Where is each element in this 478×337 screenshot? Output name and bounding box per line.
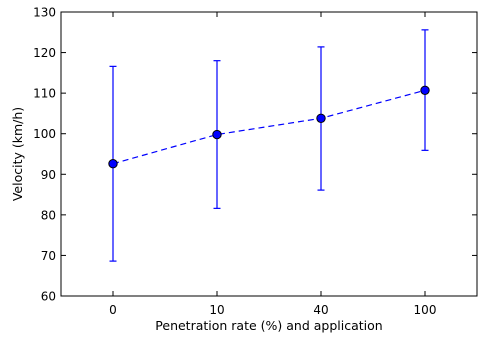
series-line [112,89,426,165]
x-axis: 0 10 40 100 [109,12,436,317]
y-tick-label: 110 [33,87,56,101]
y-axis: 60 70 80 90 100 110 120 130 [33,6,477,304]
data-point [316,113,326,123]
series-layer [108,29,430,262]
plot-frame [60,11,478,297]
y-tick-label: 130 [33,6,56,20]
y-tick-label: 120 [33,46,56,60]
x-tick-label: 10 [209,303,224,317]
data-point [212,129,222,140]
x-tick-label: 0 [109,303,117,317]
data-point [108,159,118,169]
y-tick-label: 60 [41,290,56,304]
x-tick-label: 40 [313,303,328,317]
y-tick-label: 100 [33,127,56,141]
x-axis-label: Penetration rate (%) and application [155,318,382,333]
y-axis-label: Velocity (km/h) [10,107,25,201]
plot-area [61,12,477,296]
data-point [420,85,430,96]
x-tick-label: 100 [414,303,437,317]
y-tick-label: 70 [41,249,56,263]
y-tick-label: 90 [41,168,56,182]
y-tick-label: 80 [41,208,56,222]
